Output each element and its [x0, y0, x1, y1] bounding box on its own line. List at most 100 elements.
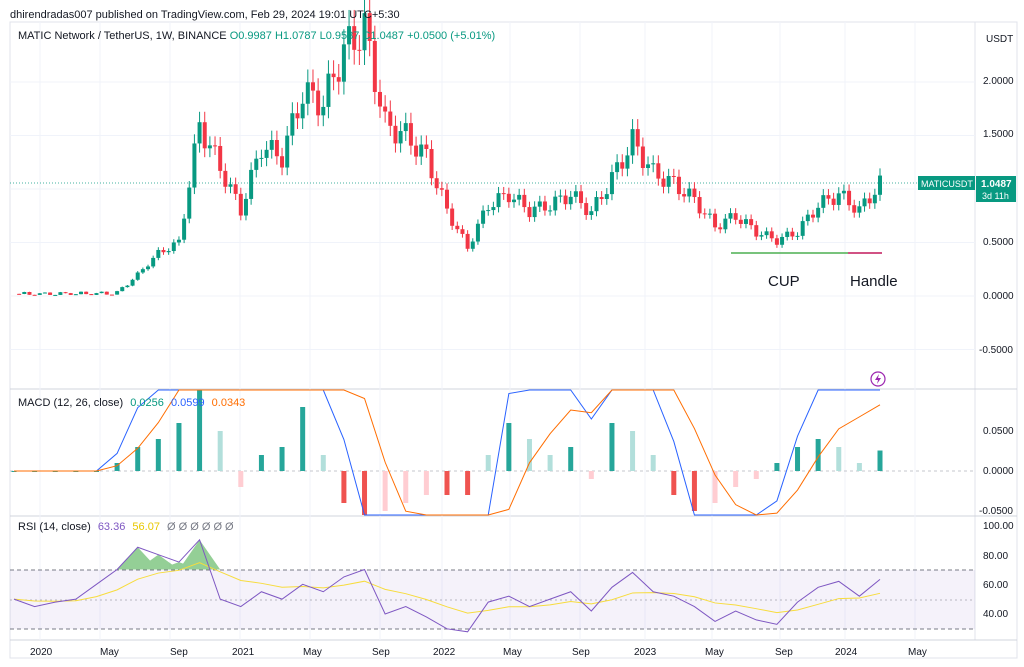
candle-body — [609, 172, 614, 195]
published-line: dhirendradas007 published on TradingView… — [10, 9, 400, 21]
symbol-desc: MATIC Network / TetherUS, 1W, BINANCE — [18, 30, 227, 42]
candle-body — [563, 195, 568, 205]
ohlc-open: O0.9987 — [229, 30, 272, 42]
candle-body — [501, 193, 506, 195]
price-tick: 0.0000 — [983, 291, 1014, 302]
candle-body — [249, 169, 254, 199]
macd-bar — [403, 471, 409, 503]
candle-body — [104, 291, 109, 295]
candle-body — [79, 291, 84, 295]
candle-body — [522, 194, 527, 208]
candle-body — [847, 190, 852, 206]
candle-body — [867, 198, 872, 204]
rsi-overbought-fill — [117, 539, 221, 570]
candle-body — [542, 201, 547, 211]
macd-bar — [671, 471, 677, 495]
macd-bar — [856, 463, 862, 471]
candle-body — [336, 77, 341, 82]
candle-body — [414, 145, 419, 157]
macd-bar — [362, 471, 368, 515]
candle-body — [109, 294, 114, 296]
candle-body — [238, 193, 243, 216]
time-tick: 2022 — [433, 647, 456, 658]
candle-body — [218, 145, 223, 171]
candle-body — [285, 135, 290, 168]
candle-body — [707, 213, 712, 215]
lightning-icon[interactable] — [870, 371, 886, 387]
candle-body — [393, 125, 398, 144]
candle-body — [491, 207, 496, 211]
macd-bar — [176, 423, 182, 471]
candle-body — [310, 82, 315, 91]
candle-body — [207, 145, 212, 149]
candle-body — [383, 106, 388, 112]
candle-body — [316, 90, 321, 116]
candle-body — [615, 162, 620, 173]
candle-body — [589, 211, 594, 216]
candle-body — [73, 294, 78, 296]
macd-bar — [609, 423, 615, 471]
time-tick: May — [908, 647, 927, 658]
grid-lines — [10, 22, 975, 640]
candle-body — [506, 193, 511, 203]
signal-value: 0.0343 — [211, 397, 246, 409]
macd-bar — [238, 471, 244, 487]
candle-body — [810, 214, 815, 218]
price-candles — [17, 0, 882, 296]
candle-body — [841, 190, 846, 194]
candle-body — [743, 219, 748, 224]
candle-body — [27, 292, 32, 295]
candle-body — [537, 201, 542, 207]
candle-body — [439, 188, 444, 190]
macd-bar — [320, 455, 326, 471]
macd-bar — [341, 471, 347, 503]
macd-bar — [650, 455, 656, 471]
time-tick: 2024 — [835, 647, 858, 658]
candle-body — [754, 225, 759, 237]
candle-body — [800, 221, 805, 236]
time-tick: 2023 — [634, 647, 657, 658]
rsi-legend: RSI (14, close) 63.36 56.07 Ø Ø Ø Ø Ø Ø — [18, 521, 234, 533]
candle-body — [630, 129, 635, 156]
macd-bar — [279, 447, 285, 471]
candle-body — [280, 156, 285, 168]
time-tick: Sep — [572, 647, 590, 658]
time-tick: Sep — [170, 647, 188, 658]
ohlc-low: L0.9587 — [319, 30, 360, 42]
ticker-badge — [918, 176, 975, 190]
candle-body — [599, 197, 604, 200]
candle-body — [161, 249, 166, 253]
signal-line — [14, 389, 881, 516]
candle-body — [465, 233, 470, 249]
candle-body — [774, 238, 779, 245]
macd-label: MACD (12, 26, close) — [18, 397, 124, 409]
candle-body — [723, 218, 728, 230]
candle-body — [604, 194, 609, 200]
macd-tick: -0.0500 — [979, 506, 1013, 517]
price-axis: USDT 2.0000 1.5000 0.5000 0.0000 -0.5000 — [979, 34, 1014, 356]
candle-body — [367, 13, 372, 41]
macd-bar — [506, 423, 512, 471]
candle-body — [99, 291, 104, 294]
macd-tick: 0.0500 — [983, 426, 1014, 437]
candle-body — [702, 213, 707, 215]
candle-body — [481, 210, 486, 224]
macd-bar — [547, 455, 553, 471]
macd-bar — [588, 471, 594, 479]
candle-body — [254, 158, 259, 170]
candle-body — [274, 140, 279, 157]
candle-body — [749, 219, 754, 226]
candle-body — [94, 293, 99, 295]
macd-axis: 0.0500 0.0000 -0.0500 — [979, 426, 1014, 517]
candle-body — [733, 213, 738, 220]
time-tick: Sep — [775, 647, 793, 658]
candle-body — [326, 73, 331, 107]
price-tick: 2.0000 — [983, 76, 1014, 87]
candle-body — [197, 122, 202, 144]
candle-body — [192, 143, 197, 188]
candle-body — [32, 294, 37, 296]
candle-body — [37, 293, 42, 295]
ohlc-change: +0.0500 (+5.01%) — [407, 30, 496, 42]
ohlc-close: C1.0487 — [362, 30, 405, 42]
